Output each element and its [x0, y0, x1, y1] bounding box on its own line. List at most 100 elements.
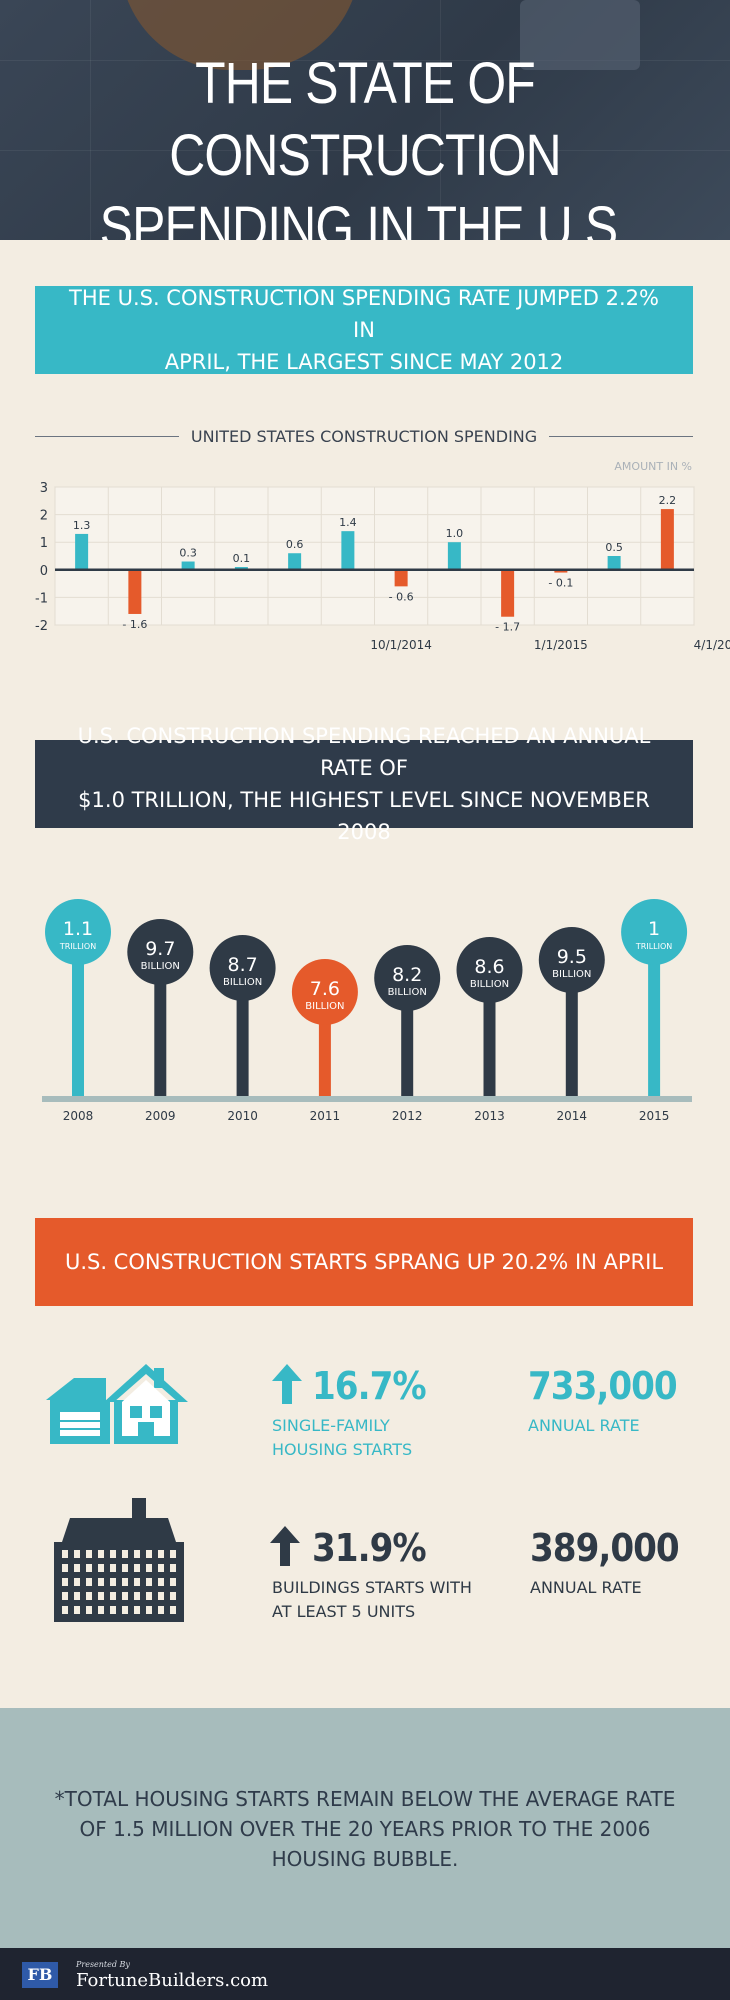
- bar: [234, 567, 248, 570]
- banner-line-1: THE U.S. CONSTRUCTION SPENDING RATE JUMP…: [69, 286, 659, 342]
- bar-value-label: - 0.6: [389, 590, 414, 603]
- lollipop-circle: [456, 937, 523, 1003]
- lollipop-value: 1: [648, 918, 660, 940]
- title-line-1: THE STATE OF CONSTRUCTION: [169, 51, 561, 188]
- building-window: [74, 1578, 80, 1586]
- label-line-2: HOUSING STARTS: [272, 1440, 413, 1459]
- bar: [607, 556, 621, 570]
- banner-line-2: APRIL, THE LARGEST SINCE MAY 2012: [164, 350, 564, 374]
- bar-value-label: - 1.7: [495, 621, 520, 634]
- lollipop-circle: [621, 899, 688, 965]
- building-window: [170, 1564, 176, 1572]
- lollipop-circle: [374, 945, 441, 1011]
- building-window: [110, 1606, 116, 1614]
- lollipop-value: 1.1: [63, 918, 93, 940]
- building-window: [170, 1578, 176, 1586]
- bar-value-label: 2.2: [659, 494, 677, 507]
- building-window: [62, 1606, 68, 1614]
- header-blueprint-line: [0, 60, 730, 61]
- single-family-label: SINGLE-FAMILY HOUSING STARTS: [272, 1414, 412, 1462]
- building-window: [98, 1592, 104, 1600]
- banner-text: U.S. CONSTRUCTION STARTS SPRANG UP 20.2%…: [64, 1250, 664, 1274]
- title-rule-right: [549, 435, 694, 437]
- header-blueprint-line: [90, 0, 91, 240]
- year-label: 2013: [474, 1109, 505, 1123]
- lollipop-stem: [565, 991, 578, 1096]
- lollipop-stem: [483, 1001, 496, 1096]
- bar: [501, 569, 515, 617]
- building-window: [134, 1578, 140, 1586]
- lollipop-unit: BILLION: [552, 969, 591, 980]
- annual-rate-banner: U.S. CONSTRUCTION SPENDING REACHED AN AN…: [35, 724, 693, 844]
- building-window: [110, 1564, 116, 1572]
- bar: [288, 553, 302, 570]
- banner-line-1: U.S. CONSTRUCTION SPENDING REACHED AN AN…: [77, 724, 651, 780]
- apartment-building-icon: [54, 1498, 184, 1622]
- building-window: [170, 1606, 176, 1614]
- fortune-builders-logo: FB: [22, 1962, 58, 1988]
- y-tick-label: 1: [40, 536, 48, 551]
- lollipop-stem: [318, 1023, 331, 1096]
- calculator-image: [520, 0, 640, 70]
- building-window: [110, 1578, 116, 1586]
- lollipop-unit: BILLION: [305, 1001, 344, 1012]
- chart-title: UNITED STATES CONSTRUCTION SPENDING: [190, 426, 538, 446]
- building-window: [86, 1564, 92, 1572]
- bar: [181, 561, 195, 570]
- bar: [341, 531, 355, 570]
- building-window: [62, 1578, 68, 1586]
- building-window: [86, 1550, 92, 1558]
- multi-unit-rate-label: ANNUAL RATE: [530, 1578, 642, 1597]
- building-window: [122, 1606, 128, 1614]
- building-window: [122, 1592, 128, 1600]
- building-window: [158, 1606, 164, 1614]
- multi-unit-label: BUILDINGS STARTS WITH AT LEAST 5 UNITS: [272, 1576, 472, 1624]
- presented-by-label: Presented By: [76, 1960, 130, 1969]
- building-window: [146, 1550, 152, 1558]
- lollipop-stem: [236, 999, 249, 1096]
- lollipop-stem: [401, 1009, 414, 1096]
- lollipop-unit: TRILLION: [59, 942, 96, 951]
- bar-value-label: 0.1: [233, 552, 251, 565]
- bar: [554, 569, 568, 573]
- year-label: 2012: [392, 1109, 423, 1123]
- building-window: [110, 1550, 116, 1558]
- building-window: [134, 1550, 140, 1558]
- lollipop-circle: [291, 959, 358, 1025]
- bar: [128, 569, 142, 614]
- building-window: [122, 1564, 128, 1572]
- building-window: [170, 1550, 176, 1558]
- bar-value-label: 1.3: [73, 519, 91, 532]
- single-family-percent: 16.7%: [312, 1364, 427, 1408]
- banner-line-2: $1.0 TRILLION, THE HIGHEST LEVEL SINCE N…: [78, 788, 650, 844]
- y-tick-label: 2: [40, 509, 48, 524]
- footnote-text: *TOTAL HOUSING STARTS REMAIN BELOW THE A…: [54, 1787, 676, 1871]
- title-rule-left: [35, 435, 179, 437]
- y-tick-label: 3: [40, 481, 48, 496]
- lollipop-circle: [45, 899, 111, 965]
- lollipop-unit: TRILLION: [635, 942, 672, 951]
- header-blueprint-line: [0, 150, 730, 151]
- bar: [75, 533, 89, 570]
- lollipop-circle: [538, 927, 605, 993]
- header-blueprint-line: [440, 0, 441, 240]
- bar-value-label: - 1.6: [122, 618, 147, 631]
- building-window: [62, 1550, 68, 1558]
- building-window: [146, 1592, 152, 1600]
- lollipop-value: 8.2: [392, 964, 422, 986]
- lollipop-unit: BILLION: [470, 979, 509, 990]
- building-window: [62, 1564, 68, 1572]
- building-window: [158, 1564, 164, 1572]
- label-line-1: SINGLE-FAMILY: [272, 1416, 390, 1435]
- bar: [394, 569, 408, 587]
- multi-unit-percent: 31.9%: [312, 1526, 427, 1570]
- lollipop-stem: [72, 963, 84, 1096]
- building-window: [86, 1606, 92, 1614]
- y-tick-label: -1: [35, 591, 48, 606]
- building-window: [146, 1578, 152, 1586]
- building-window: [98, 1564, 104, 1572]
- bar-value-label: 0.6: [286, 538, 304, 551]
- building-window: [122, 1550, 128, 1558]
- up-arrow-icon: [272, 1364, 302, 1404]
- year-label: 2011: [310, 1109, 341, 1123]
